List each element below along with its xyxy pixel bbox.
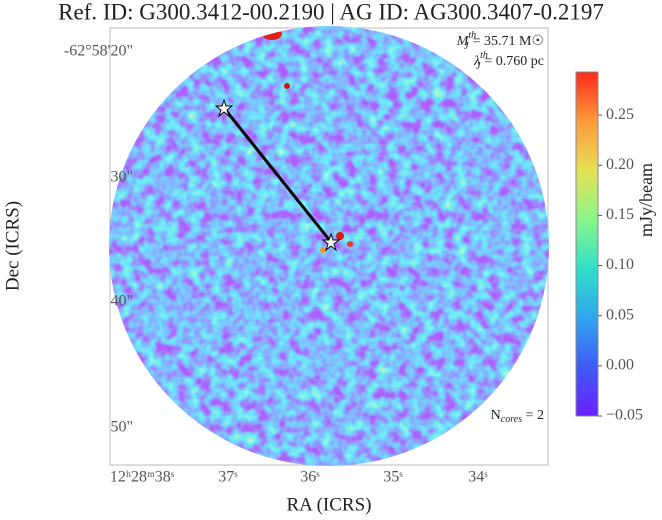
x-tick-label: 35ˢ (383, 469, 403, 486)
chart-title: Ref. ID: G300.3412-00.2190 | AG ID: AG30… (58, 0, 604, 24)
separation-line (222, 107, 333, 243)
blob (347, 241, 353, 247)
colorbar-tick-label: 0.20 (606, 156, 634, 173)
colorbar-tick-label: 0.05 (606, 306, 634, 323)
y-tick-label: 30" (110, 169, 133, 186)
cores-annotation: Ncores = 2 (491, 408, 544, 425)
colorbar-label: mJy/beam (636, 163, 656, 237)
text: = 35.71 M☉ (473, 34, 544, 49)
colorbar (575, 71, 599, 417)
star-marker (214, 98, 234, 118)
sub: J (476, 61, 481, 72)
colorbar-tick-label: 0.10 (606, 256, 634, 273)
x-axis-label: RA (ICRS) (287, 494, 372, 515)
x-tick-label: 12ʰ28ᵐ38ˢ (110, 469, 175, 486)
y-tick-label: -62°58'20" (64, 43, 133, 60)
blob (320, 247, 326, 253)
y-tick-label: 40" (110, 293, 133, 310)
length-annotation: λth J = 0.760 pc (473, 50, 544, 72)
blob (336, 232, 344, 240)
y-axis-label: Dec (ICRS) (2, 201, 23, 291)
colorbar-tick-label: 0.00 (606, 357, 634, 374)
y-tick-label: 50" (110, 419, 133, 436)
x-tick-label: 37ˢ (218, 469, 238, 486)
colorbar-tick-label: 0.25 (606, 106, 634, 123)
blob (284, 83, 290, 89)
mass-annotation: Mth J = 35.71 M☉ (456, 30, 544, 52)
text: = 2 (522, 408, 544, 423)
sup: th (468, 30, 476, 41)
symbol: N (491, 408, 501, 423)
sub: J (464, 41, 469, 52)
text: = 0.760 pc (484, 54, 544, 69)
star-marker (321, 232, 341, 252)
colorbar-tick-label: 0.15 (606, 206, 634, 223)
sup: th (480, 50, 488, 61)
colorbar-tick-label: −0.05 (606, 407, 643, 424)
x-tick-label: 34ˢ (468, 469, 488, 486)
symbol: λ (473, 54, 480, 69)
x-tick-label: 36ˢ (300, 469, 320, 486)
symbol: M (456, 34, 470, 49)
sub: cores (501, 414, 522, 425)
